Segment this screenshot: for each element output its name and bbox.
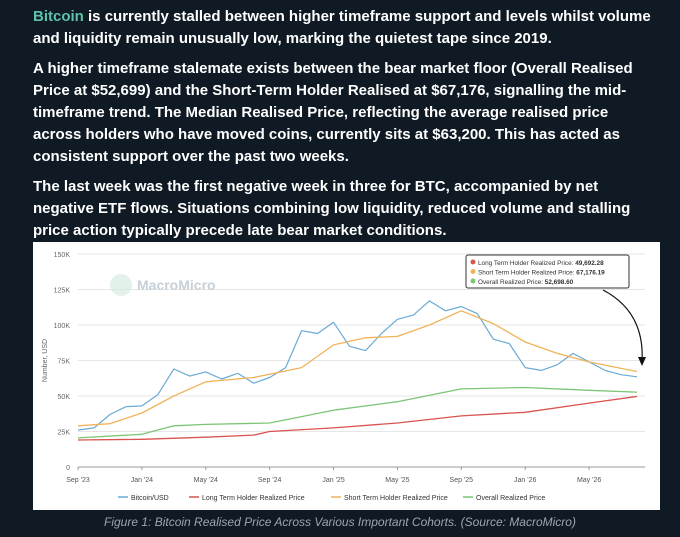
paragraph-stalemate: A higher timeframe stalemate exists betw… bbox=[33, 60, 633, 165]
annotation-arrow bbox=[602, 289, 643, 363]
series-line-overall-realized-price bbox=[77, 386, 638, 439]
series-line-short-term-holder-realized-price bbox=[77, 310, 638, 427]
macromicro-logo-icon bbox=[110, 274, 132, 296]
tooltip-entry: Long Term Holder Realized Price: 49,692.… bbox=[478, 260, 604, 267]
tooltip-entry: Overall Realized Price: 52,698.60 bbox=[478, 279, 574, 286]
y-tick-label: 0 bbox=[66, 465, 70, 472]
figure-caption: Figure 1: Bitcoin Realised Price Across … bbox=[104, 515, 576, 529]
tooltip-label: Short Term Holder Realized Price: bbox=[478, 270, 576, 277]
realised-price-chart: 0 25K 50K 75K 100K 125K 150K Sep '23 Jan '24 May … bbox=[42, 252, 646, 502]
tooltip-box bbox=[465, 254, 630, 289]
x-tick-label: May '24 bbox=[194, 477, 218, 484]
annotation-arrowhead bbox=[638, 357, 646, 366]
paragraph-intro: Bitcoin is currently stalled between hig… bbox=[33, 6, 653, 50]
tooltip-label: Long Term Holder Realized Price: bbox=[478, 260, 575, 267]
x-tick-label: Jan '24 bbox=[131, 477, 153, 484]
x-tick-label: May '26 bbox=[577, 477, 601, 484]
y-tick-label: 50K bbox=[58, 394, 71, 401]
y-axis-label: Number, USD bbox=[42, 339, 49, 382]
tooltip-value: 52,698.60 bbox=[545, 279, 574, 286]
series-line-bitcoin-usd bbox=[77, 300, 638, 431]
y-tick-label: 100K bbox=[54, 323, 71, 330]
x-tick-label: Sep '23 bbox=[66, 477, 90, 484]
series-line-long-term-holder-realized-price bbox=[77, 395, 638, 441]
legend-label: Bitcoin/USD bbox=[131, 495, 169, 502]
x-tick-label: Sep '25 bbox=[450, 477, 474, 484]
y-tick-label: 75K bbox=[58, 359, 71, 366]
paragraph-intro-text: is currently stalled between higher time… bbox=[33, 8, 651, 47]
y-tick-label: 25K bbox=[58, 430, 71, 437]
tooltip-dot bbox=[470, 269, 476, 274]
tooltip-dot bbox=[470, 259, 476, 265]
legend-label: Long Term Holder Realized Price bbox=[202, 495, 305, 502]
legend-label: Short Term Holder Realized Price bbox=[344, 495, 448, 502]
y-tick-label: 125K bbox=[54, 288, 71, 295]
tooltip-value: 49,692.28 bbox=[575, 260, 604, 267]
tooltip-dot bbox=[470, 278, 476, 284]
legend-label: Overall Realized Price bbox=[476, 495, 545, 502]
watermark-text: MacroMicro bbox=[137, 277, 216, 293]
x-tick-label: Jan '25 bbox=[322, 477, 344, 484]
tooltip-label: Overall Realized Price: bbox=[478, 279, 545, 286]
x-tick-label: Sep '24 bbox=[258, 477, 282, 484]
bitcoin-link[interactable]: Bitcoin bbox=[33, 8, 84, 25]
tooltip-entry: Short Term Holder Realized Price: 67,176… bbox=[478, 270, 605, 277]
x-tick-label: May '25 bbox=[385, 477, 409, 484]
chart-figure: 0 25K 50K 75K 100K 125K 150K Sep '23 Jan '24 May … bbox=[33, 242, 660, 510]
y-tick-label: 150K bbox=[54, 252, 71, 259]
tooltip-value: 67,176.19 bbox=[576, 270, 605, 277]
paragraph-negative-week: The last week was the first negative wee… bbox=[33, 178, 631, 239]
x-tick-label: Jan '26 bbox=[514, 477, 536, 484]
